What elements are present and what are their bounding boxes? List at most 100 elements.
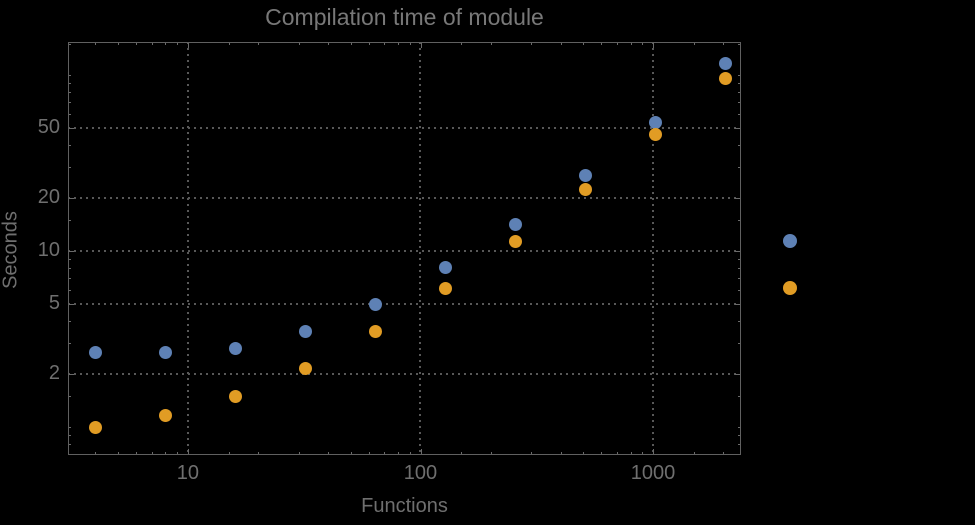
y-major-tick (735, 374, 741, 375)
data-point-series-orange-x128 (438, 281, 452, 295)
x-major-tick (257, 42, 259, 45)
x-major-tick (409, 42, 411, 45)
y-major-tick (68, 220, 71, 221)
y-major-tick (68, 304, 74, 305)
x-major-tick (420, 42, 422, 48)
y-major-tick (738, 321, 741, 322)
y-major-tick (738, 114, 741, 115)
y-major-tick (68, 290, 71, 291)
x-major-tick (642, 42, 644, 45)
x-major-tick (327, 42, 329, 45)
gridline-y-2 (68, 372, 741, 375)
y-major-tick (68, 44, 71, 45)
y-major-tick (738, 259, 741, 260)
x-major-tick (151, 452, 153, 455)
x-major-tick (642, 452, 644, 455)
x-major-tick (723, 452, 724, 455)
y-major-tick (738, 290, 741, 291)
y-major-tick (68, 83, 71, 85)
chart-title: Compilation time of module (265, 4, 544, 30)
data-point-series-orange-x16 (228, 389, 242, 403)
data-point-series-blue-x2048 (718, 56, 732, 70)
gridline-y-5 (68, 302, 741, 305)
data-point-series-blue-x256 (508, 217, 522, 231)
y-major-tick (738, 102, 741, 104)
y-major-tick (68, 343, 71, 344)
y-major-tick (738, 427, 741, 428)
y-major-tick (68, 167, 71, 168)
x-major-tick (298, 42, 300, 45)
data-point-series-orange-x256 (508, 234, 522, 248)
y-major-tick (738, 83, 741, 85)
x-major-tick (560, 42, 562, 45)
data-point-series-orange-x4 (88, 420, 102, 434)
x-major-tick (95, 452, 97, 455)
x-major-tick (601, 452, 603, 455)
x-major-tick (560, 452, 562, 455)
y-major-tick (68, 321, 71, 322)
y-tick-label-5: 5 (48, 291, 60, 314)
x-major-tick (368, 452, 370, 455)
x-major-tick (298, 452, 300, 455)
x-major-tick (461, 42, 463, 45)
y-major-tick (735, 251, 741, 252)
x-major-tick (136, 42, 138, 45)
x-major-tick (257, 452, 259, 455)
data-point-series-orange-x1024 (648, 127, 662, 141)
x-tick-label-10: 10 (176, 462, 200, 484)
data-point-series-blue-x16 (228, 341, 242, 355)
x-major-tick (187, 449, 189, 455)
x-major-tick (397, 452, 399, 455)
x-major-tick (694, 42, 695, 45)
x-major-tick (136, 452, 138, 455)
data-point-series-blue-x128 (438, 260, 452, 274)
y-major-tick (738, 343, 741, 344)
y-tick-label-50: 50 (37, 115, 60, 138)
y-tick-label-2: 2 (48, 361, 60, 384)
x-major-tick (350, 42, 352, 45)
y-major-tick (68, 454, 71, 456)
data-point-series-orange-x8 (158, 408, 172, 422)
data-point-series-orange-x64 (368, 324, 382, 338)
y-major-tick (68, 92, 71, 94)
x-major-tick (694, 452, 695, 455)
x-major-tick (384, 42, 386, 45)
data-point-series-blue-x4 (88, 346, 102, 359)
y-major-tick (735, 198, 741, 199)
y-major-tick (68, 396, 71, 397)
x-major-tick (228, 42, 230, 45)
x-major-tick (617, 42, 618, 45)
x-major-tick (601, 42, 603, 45)
x-major-tick (583, 42, 584, 45)
x-major-tick (117, 42, 119, 45)
y-major-tick (738, 268, 741, 269)
y-major-tick (738, 220, 741, 221)
gridline-y-10 (68, 249, 741, 252)
x-major-tick (630, 452, 632, 455)
x-tick-label-1000: 1000 (630, 462, 676, 484)
x-major-tick (583, 452, 584, 455)
data-point-series-orange-x2048 (718, 72, 732, 86)
gridline-x-10 (186, 42, 189, 455)
y-tick-label-20: 20 (37, 186, 60, 208)
y-major-tick (68, 278, 71, 280)
x-major-tick (95, 42, 97, 45)
y-major-tick (68, 435, 71, 436)
x-major-tick (531, 452, 533, 455)
x-major-tick (165, 42, 167, 45)
gridline-y-50 (68, 126, 741, 129)
x-major-tick (409, 452, 411, 455)
y-tick-label-10: 10 (37, 238, 60, 261)
y-major-tick (735, 304, 741, 305)
x-axis-title: Functions (361, 495, 448, 517)
x-major-tick (653, 42, 654, 48)
x-major-tick (350, 452, 352, 455)
plot-area (68, 42, 741, 456)
y-major-tick (738, 278, 741, 280)
y-major-tick (68, 102, 71, 104)
y-major-tick (68, 268, 71, 269)
legend-marker-series-orange (783, 281, 797, 295)
y-major-tick (68, 251, 74, 252)
y-major-tick (738, 454, 741, 456)
